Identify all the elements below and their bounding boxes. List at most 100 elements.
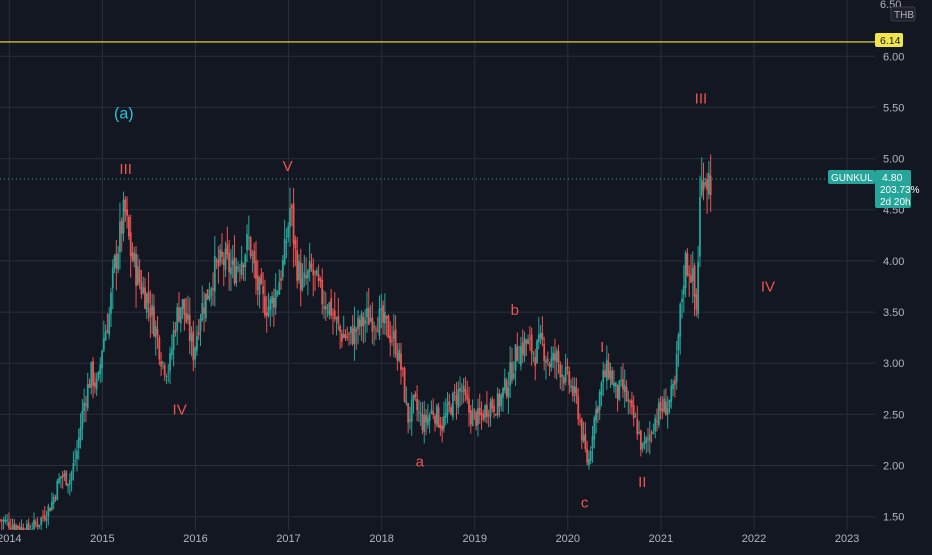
candle-body <box>204 293 207 319</box>
candle-body <box>423 414 426 432</box>
candle-body <box>502 388 504 398</box>
candle-body <box>247 237 250 239</box>
candle-body <box>611 370 614 385</box>
candle-body <box>287 226 290 238</box>
candle-body <box>158 337 161 360</box>
candle-body <box>67 483 69 487</box>
candle-body <box>165 375 168 377</box>
candle-body <box>246 233 248 251</box>
candle-body <box>199 318 202 332</box>
candle-body <box>579 420 581 422</box>
price-axis[interactable]: 6.50 THB 1.502.002.503.003.504.004.505.0… <box>875 0 932 550</box>
candle-body <box>511 362 513 381</box>
candle-body <box>52 496 55 504</box>
candle-body <box>434 415 436 424</box>
candle-body <box>341 333 343 342</box>
candle-body <box>17 525 19 529</box>
candle-body <box>663 398 666 412</box>
candle-body <box>326 311 329 313</box>
candle-body <box>0 519 3 522</box>
candle-body <box>258 277 261 295</box>
candle-body <box>97 372 100 378</box>
candle-body <box>242 265 245 268</box>
candle-body <box>323 306 325 309</box>
candle-body <box>312 268 315 276</box>
candle-body <box>6 519 9 521</box>
candle-body <box>681 298 683 302</box>
candle-body <box>668 399 671 408</box>
candle-body <box>521 342 524 355</box>
candle-body <box>206 289 209 300</box>
candle-body <box>215 260 218 262</box>
candle-body <box>648 434 651 441</box>
candle-body <box>577 396 580 420</box>
candle-body <box>40 517 43 526</box>
candle-body <box>126 209 128 216</box>
candle-body <box>49 508 52 512</box>
candle-body <box>457 389 460 408</box>
candle-body <box>419 413 422 415</box>
candle-body <box>351 328 354 344</box>
candle-body <box>265 312 268 317</box>
candle-body <box>417 411 420 413</box>
candle-body <box>264 296 266 316</box>
candle-body <box>697 261 700 315</box>
candle-body <box>314 271 316 273</box>
candle-body <box>299 262 302 291</box>
candle-body <box>47 506 50 517</box>
candle-body <box>543 343 546 361</box>
candle-body <box>51 501 53 510</box>
candle-body <box>484 405 487 418</box>
candle-body <box>503 378 506 391</box>
candle-body <box>575 387 578 396</box>
candle-body <box>586 448 589 463</box>
candle-body <box>349 326 352 333</box>
candle-body <box>305 275 308 279</box>
candle-body <box>145 293 148 313</box>
candle-body <box>169 353 171 371</box>
candle-body <box>70 471 73 481</box>
candle-body <box>507 387 510 398</box>
candle-body <box>281 260 284 278</box>
candle-body <box>437 407 440 427</box>
candle-body <box>321 279 324 305</box>
candle-body <box>518 362 521 364</box>
candle-body <box>122 199 125 233</box>
wave-label: III <box>119 161 132 178</box>
candle-body <box>238 270 241 272</box>
time-axis[interactable]: 2014 2015 2016 2017 2018 2019 2020 2021 2022 2023 <box>0 530 932 550</box>
candle-body <box>469 410 472 424</box>
candle-body <box>607 361 610 378</box>
candle-body <box>444 413 447 419</box>
candle-body <box>194 347 197 360</box>
candle-body <box>555 350 558 362</box>
candle-body <box>15 525 18 531</box>
candle-body <box>267 306 270 316</box>
candle-body <box>342 334 345 339</box>
candle-body <box>520 346 522 366</box>
candle-body <box>153 306 155 337</box>
candle-body <box>416 398 418 411</box>
candle-body <box>93 382 96 387</box>
candle-body <box>181 299 184 309</box>
candle-body <box>34 521 37 524</box>
candle-body <box>405 401 408 404</box>
candle-body <box>27 522 30 532</box>
candle-body <box>102 338 105 351</box>
candle-body <box>638 432 640 434</box>
candle-body <box>104 332 107 341</box>
wave-label: c <box>581 494 589 511</box>
candle-body <box>605 359 608 381</box>
price-tags: 6.14 GUNKUL 4.80 203.73% 2d 20h <box>828 33 920 208</box>
candle-body <box>244 254 247 268</box>
candle-body <box>9 527 12 530</box>
candle-body <box>85 403 87 406</box>
candle-body <box>670 385 673 402</box>
candle-body <box>539 332 542 339</box>
candle-body <box>632 405 635 419</box>
candle-body <box>360 313 363 327</box>
candle-body <box>682 285 685 295</box>
x-tick-label: 2016 <box>183 533 207 545</box>
bar-countdown: 2d 20h <box>880 197 911 208</box>
